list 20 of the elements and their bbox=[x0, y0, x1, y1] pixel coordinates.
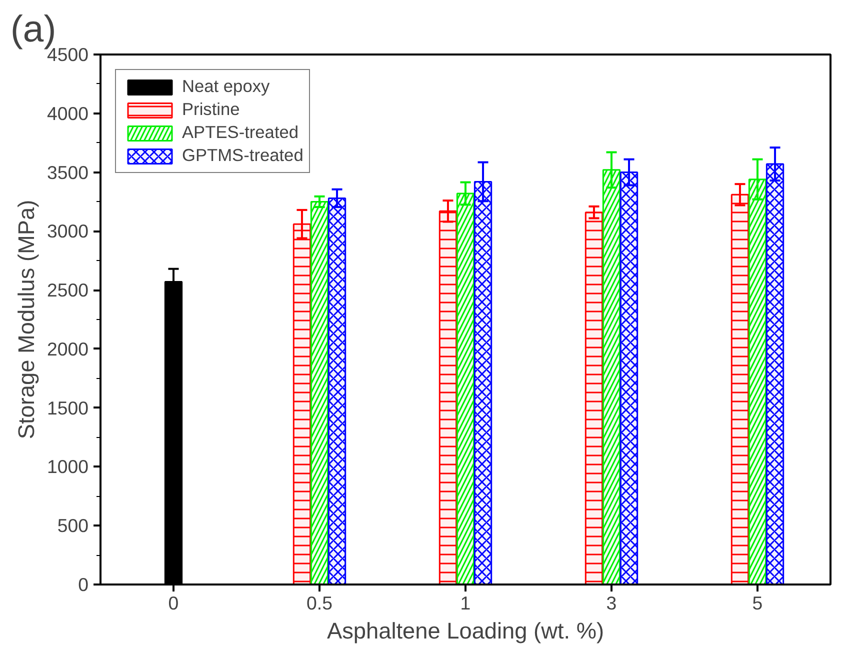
x-tick-label: 0.5 bbox=[306, 592, 332, 614]
y-axis-title: Storage Modulus (MPa) bbox=[12, 200, 39, 440]
x-tick-label: 1 bbox=[460, 592, 471, 614]
x-tick-label: 0 bbox=[168, 592, 179, 614]
y-tick-label: 3000 bbox=[46, 220, 89, 242]
x-axis-title: Asphaltene Loading (wt. %) bbox=[326, 618, 604, 644]
y-tick-label: 0 bbox=[78, 574, 89, 595]
x-tick-label: 3 bbox=[606, 592, 617, 614]
legend-label: Pristine bbox=[182, 99, 240, 120]
y-tick-label: 2500 bbox=[46, 280, 89, 301]
x-tick-label: 5 bbox=[752, 592, 763, 614]
y-tick-label: 1500 bbox=[46, 397, 89, 418]
legend-label: APTES-treated bbox=[182, 122, 299, 143]
y-tick-label: 4000 bbox=[46, 102, 89, 124]
y-tick-label: 1000 bbox=[46, 456, 89, 478]
y-tick-label: 3500 bbox=[46, 162, 89, 183]
legend-label: GPTMS-treated bbox=[182, 145, 304, 166]
y-tick-label: 2000 bbox=[46, 338, 89, 360]
legend-label: Neat epoxy bbox=[182, 76, 270, 97]
y-tick-label: 500 bbox=[57, 515, 89, 536]
